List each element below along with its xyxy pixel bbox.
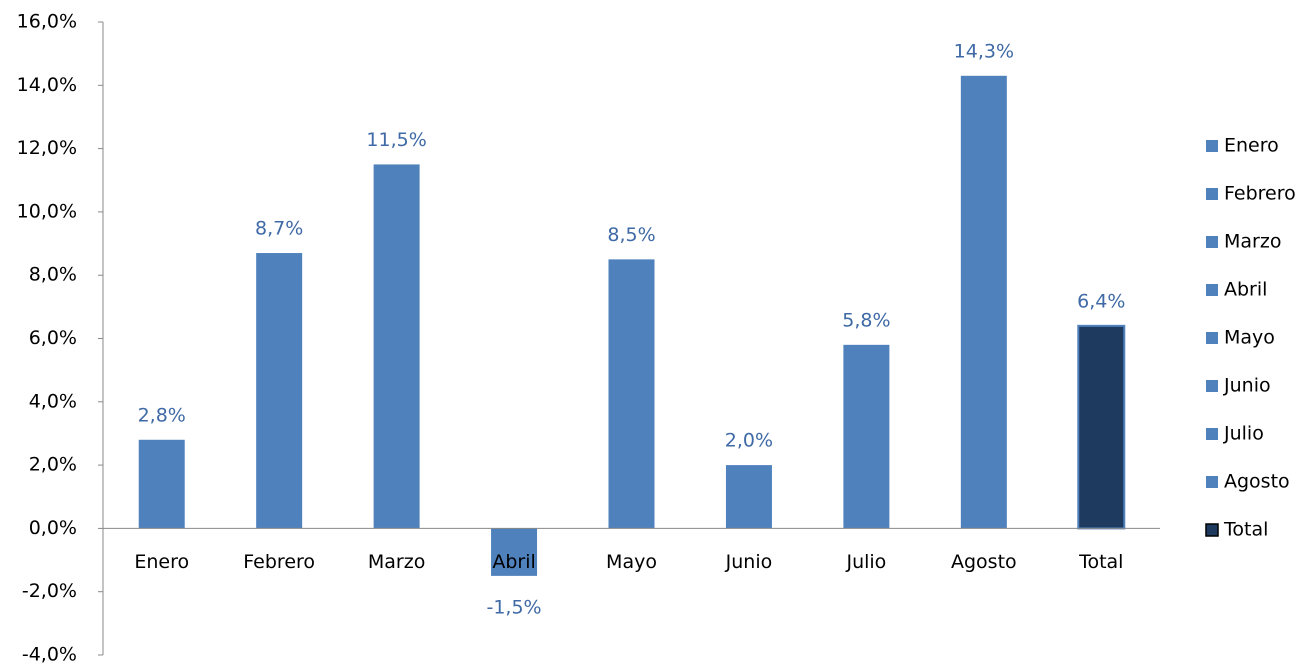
legend-swatch	[1206, 188, 1218, 200]
x-tick-label: Marzo	[368, 551, 425, 573]
value-label: 8,5%	[607, 224, 655, 246]
bar	[1077, 324, 1126, 530]
legend-swatch	[1206, 428, 1218, 440]
x-tick-label: Junio	[725, 551, 773, 573]
value-label: 14,3%	[954, 40, 1014, 62]
legend-swatch	[1206, 236, 1218, 248]
bar	[725, 465, 772, 529]
y-tick-label: 6,0%	[29, 327, 77, 349]
legend-label: Enero	[1224, 135, 1279, 157]
value-label: 5,8%	[842, 309, 890, 331]
legend-swatch	[1206, 476, 1218, 488]
x-tick-label: Mayo	[606, 551, 657, 573]
y-tick-label: 2,0%	[29, 454, 77, 476]
x-tick-label: Total	[1078, 551, 1123, 573]
value-label: 11,5%	[366, 129, 426, 151]
value-label: -1,5%	[486, 596, 541, 618]
bar	[491, 528, 538, 576]
bar	[373, 164, 420, 529]
legend-swatch	[1205, 523, 1219, 537]
value-label: 2,0%	[725, 430, 773, 452]
y-tick-label: 14,0%	[17, 74, 77, 96]
bar	[960, 75, 1007, 529]
bar	[608, 259, 655, 529]
bar	[256, 253, 303, 529]
y-tick-label: 12,0%	[17, 137, 77, 159]
legend-label: Total	[1223, 519, 1268, 541]
legend-label: Mayo	[1224, 327, 1275, 349]
y-tick-label: 10,0%	[17, 200, 77, 222]
value-label: 6,4%	[1077, 290, 1125, 312]
legend-label: Julio	[1223, 423, 1264, 445]
y-tick-label: 4,0%	[29, 390, 77, 412]
legend-swatch	[1206, 284, 1218, 296]
y-tick-label: -2,0%	[22, 580, 77, 602]
bar	[843, 344, 890, 529]
x-tick-label: Febrero	[243, 551, 315, 573]
x-tick-label: Abril	[492, 551, 535, 573]
x-tick-label: Julio	[845, 551, 886, 573]
legend-swatch	[1206, 332, 1218, 344]
legend-label: Marzo	[1224, 231, 1281, 253]
y-tick-label: 8,0%	[29, 264, 77, 286]
x-tick-label: Enero	[134, 551, 189, 573]
bar	[138, 439, 185, 529]
y-tick-label: 16,0%	[17, 11, 77, 33]
y-tick-label: 0,0%	[29, 517, 77, 539]
legend-label: Febrero	[1224, 183, 1296, 205]
value-label: 8,7%	[255, 218, 303, 240]
x-tick-label: Agosto	[951, 551, 1017, 573]
legend-label: Agosto	[1224, 471, 1290, 493]
legend-label: Junio	[1223, 375, 1271, 397]
legend-label: Abril	[1224, 279, 1267, 301]
y-tick-label: -4,0%	[22, 644, 77, 666]
legend-swatch	[1206, 380, 1218, 392]
legend-swatch	[1206, 140, 1218, 152]
value-label: 2,8%	[138, 404, 186, 426]
